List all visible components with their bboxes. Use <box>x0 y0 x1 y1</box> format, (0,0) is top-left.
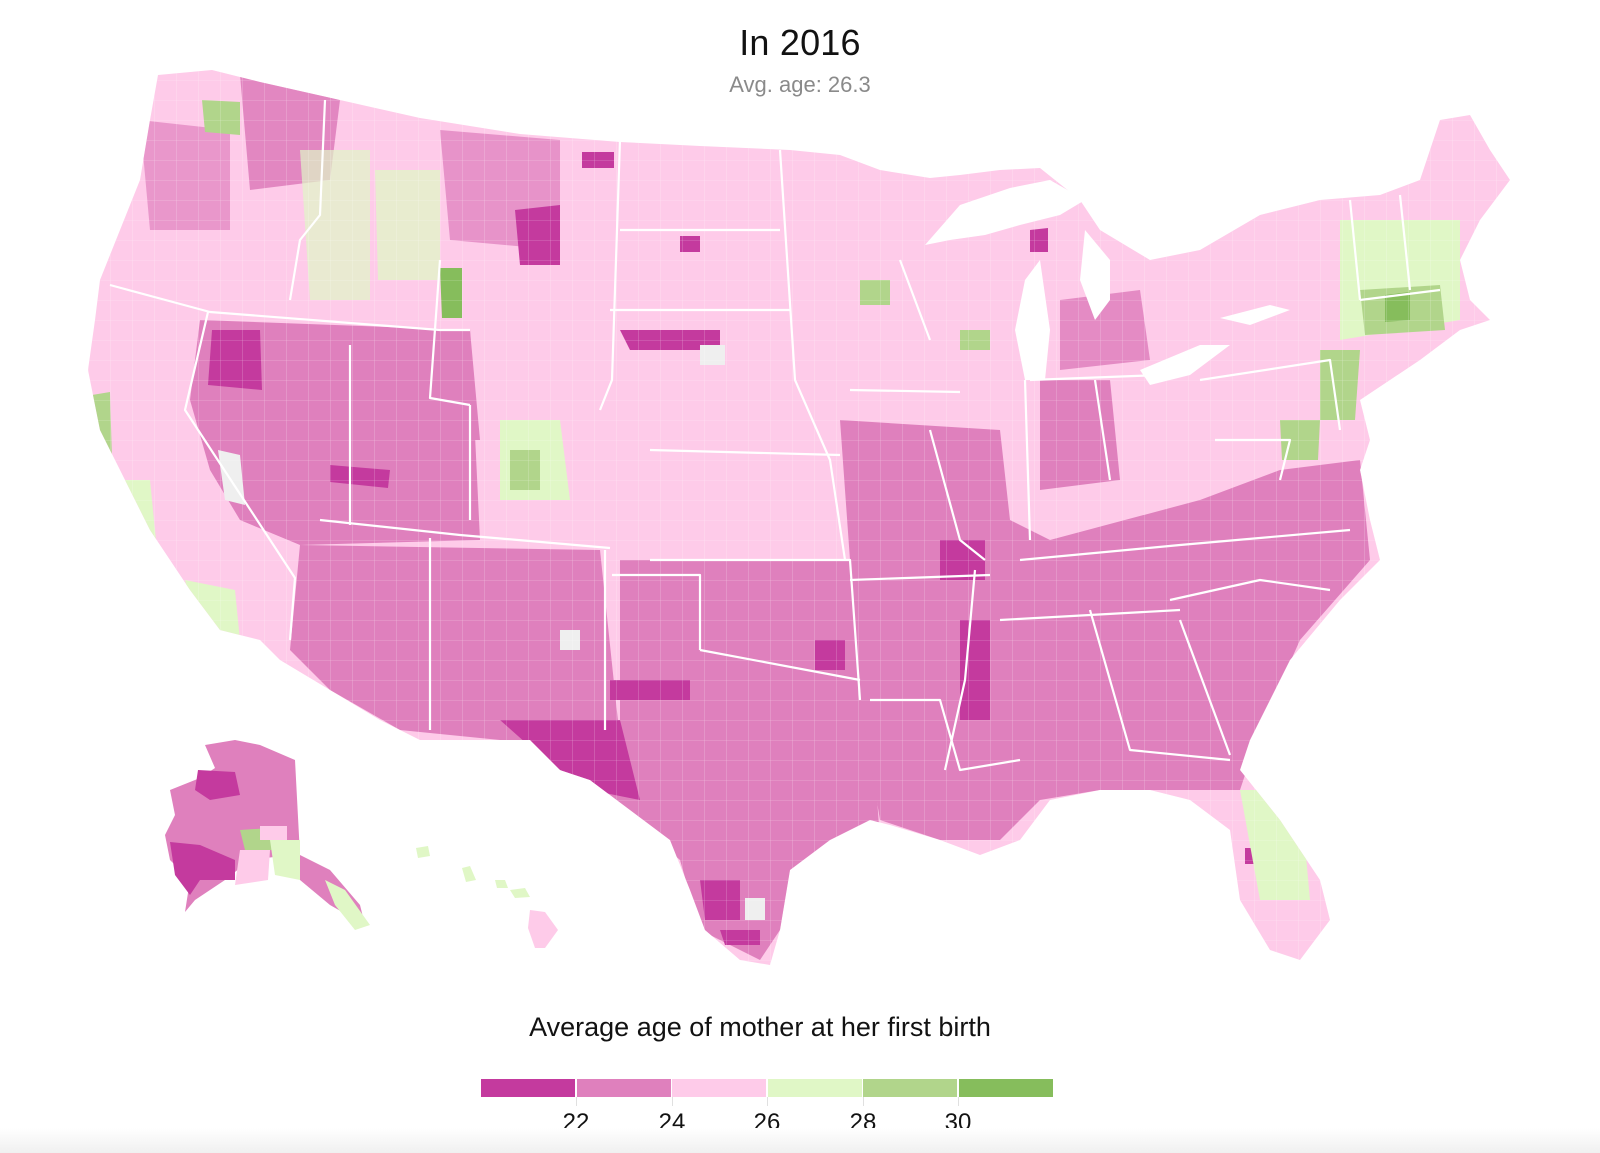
us-county-choropleth-map <box>88 70 1510 965</box>
legend-bin-24-26 <box>672 1079 766 1097</box>
map-title: In 2016 <box>739 22 861 63</box>
tick-mark <box>672 1097 673 1106</box>
legend-bin-over-30 <box>958 1079 1053 1097</box>
hawaii-inset <box>416 846 558 948</box>
legend-title: Average age of mother at her first birth <box>529 1012 991 1042</box>
legend-bin-under-22 <box>481 1079 575 1097</box>
legend-bin-26-28 <box>767 1079 862 1097</box>
state-borders <box>109 99 1441 772</box>
tick-mark <box>576 1097 577 1106</box>
bottom-edge-fade <box>0 1128 1600 1153</box>
tick-mark <box>958 1097 959 1106</box>
color-legend <box>481 1079 1054 1097</box>
lower-48-states <box>88 70 1510 965</box>
legend-bin-22-24 <box>576 1079 671 1097</box>
tick-mark <box>863 1097 864 1106</box>
alaska-inset <box>165 740 370 930</box>
great-lakes <box>925 180 1290 385</box>
tick-mark <box>767 1097 768 1106</box>
legend-bin-28-30 <box>863 1079 957 1097</box>
average-age-subtitle: Avg. age: 26.3 <box>729 72 871 97</box>
